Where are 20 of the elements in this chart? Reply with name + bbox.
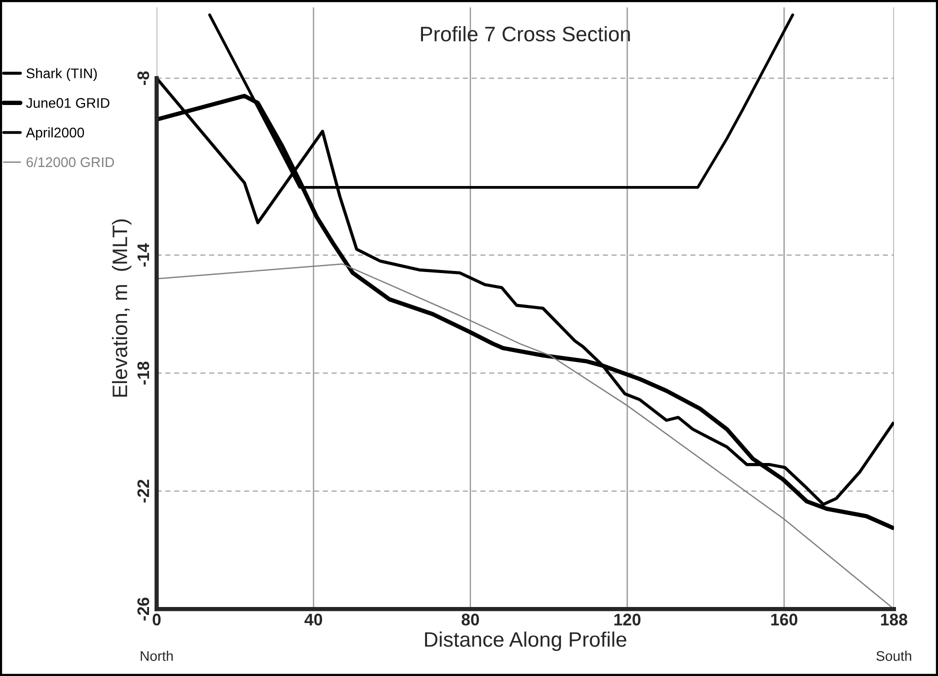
legend-label: 6/12000 GRID: [26, 156, 114, 168]
y-tick-label: -26: [137, 598, 150, 620]
legend-label: April2000: [26, 127, 84, 140]
text: South: [876, 650, 912, 661]
x-tick-label: 80: [462, 614, 479, 626]
y-tick-label: -22: [137, 480, 150, 502]
x-tick-label: 0: [152, 614, 161, 626]
legend-label: Shark (TIN): [26, 68, 97, 82]
y-axis-title: Elevation, m (MLT): [112, 219, 132, 397]
legend-label: June01 GRID: [26, 98, 110, 108]
x-tick-label: 40: [304, 614, 322, 626]
x-tick-label: 120: [614, 614, 640, 626]
x-tick-label: 188: [881, 614, 908, 626]
text: North: [140, 650, 173, 661]
text: Profile 7 Cross Section: [421, 26, 630, 42]
y-tick-label: -8: [137, 71, 150, 85]
y-tick-label: -14: [138, 243, 150, 267]
x-axis-title: Distance Along Profile: [425, 632, 626, 651]
x-tick-label: 160: [771, 614, 798, 626]
y-tick-label: -18: [137, 362, 150, 385]
